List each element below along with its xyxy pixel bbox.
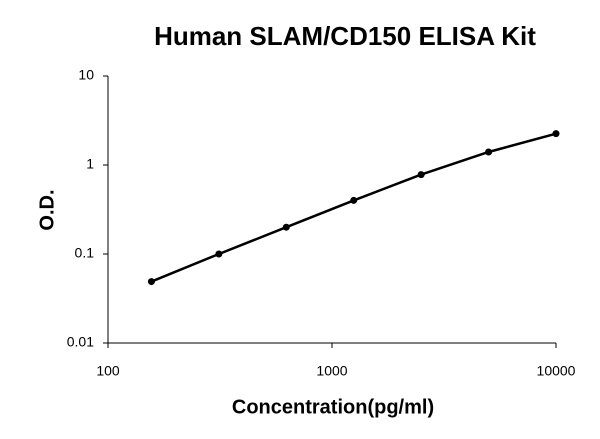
x-tick-label: 10000 xyxy=(537,363,576,379)
y-tick-label: 1 xyxy=(86,156,94,172)
data-point xyxy=(417,171,425,179)
y-tick-label: 0.01 xyxy=(67,334,94,350)
x-tick-label: 1000 xyxy=(316,363,347,379)
data-point xyxy=(350,196,358,204)
series-line xyxy=(150,132,557,283)
y-tick-label: 10 xyxy=(78,67,94,83)
data-point xyxy=(215,250,223,258)
x-tick-label: 100 xyxy=(96,363,120,379)
y-axis-label: O.D. xyxy=(36,189,58,230)
data-point xyxy=(282,223,290,231)
x-axis-label: Concentration(pg/ml) xyxy=(232,396,434,418)
data-point xyxy=(552,130,560,138)
data-point xyxy=(147,278,155,286)
chart-title: Human SLAM/CD150 ELISA Kit xyxy=(154,21,536,51)
y-tick-label: 0.1 xyxy=(75,245,95,261)
data-point xyxy=(485,148,493,156)
